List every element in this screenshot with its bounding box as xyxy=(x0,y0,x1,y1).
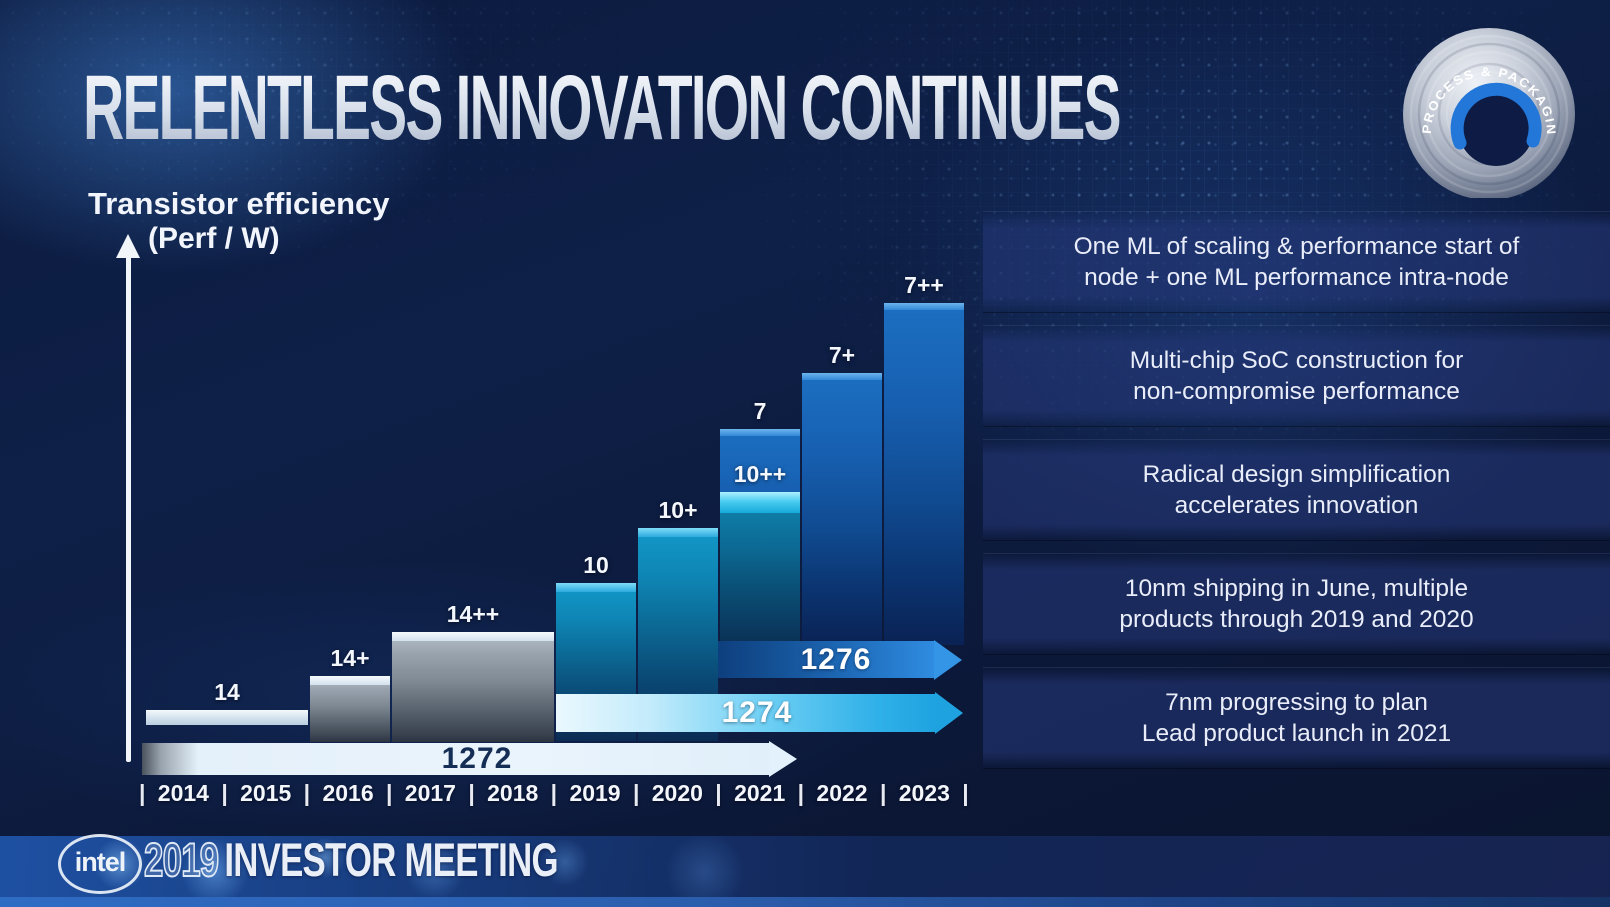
year-separator: | xyxy=(797,779,805,806)
panel-text-line: node + one ML performance intra-node xyxy=(1084,264,1509,291)
bar-label-10+: 10+ xyxy=(658,497,698,523)
year-separator: | xyxy=(632,779,640,806)
year-separator: | xyxy=(139,779,146,806)
year-separator: | xyxy=(879,779,887,806)
year-tick-2018: 2018 xyxy=(487,779,539,806)
chart-ylabel: (Perf / W) xyxy=(148,222,280,255)
bar-14++ xyxy=(392,632,554,742)
intel-logo: intel xyxy=(58,834,142,894)
callout-panel-design: Radical design simplification accelerate… xyxy=(983,440,1610,540)
intel-logo-text: intel xyxy=(74,846,127,877)
panel-text-line: accelerates innovation xyxy=(1174,492,1419,519)
bar-label-7+: 7+ xyxy=(828,342,856,368)
panel-text-line: 10nm shipping in June, multiple xyxy=(1124,574,1469,602)
year-separator: | xyxy=(385,779,393,806)
event-wordmark: 2019 INVESTOR MEETING xyxy=(143,833,703,886)
arrow-head xyxy=(935,692,963,734)
bar-label-10: 10 xyxy=(583,552,609,578)
arrow-label-1274: 1274 xyxy=(721,696,793,729)
callout-panel-soc: Multi-chip SoC construction for non-comp… xyxy=(983,326,1610,426)
callout-panel-scaling: One ML of scaling & performance start of… xyxy=(983,212,1610,312)
event-wordmark-inner: 2019 INVESTOR MEETING xyxy=(143,833,558,886)
callout-panel-10nm: 10nm shipping in June, multiple products… xyxy=(983,554,1610,654)
year-separator: | xyxy=(550,779,558,806)
year-tick-2023: 2023 xyxy=(898,779,950,806)
x-axis-years: | 2014 | 2015 | 2016 | 2017 | 2018 | 2019 | 2020 | 2021… xyxy=(139,778,969,808)
year-separator: | xyxy=(221,779,228,806)
panel-text-line: 7nm progressing to plan xyxy=(1165,688,1428,716)
year-separator: | xyxy=(303,779,311,806)
year-separator: | xyxy=(468,779,475,806)
process-packaging-badge: PROCESS & PACKAGING xyxy=(1396,12,1575,198)
year-tick-2021: 2021 xyxy=(734,779,786,806)
panel-text-line: non-compromise performance xyxy=(1133,378,1460,405)
bar-10++ xyxy=(720,492,800,645)
page-title: RELENTLESS INNOVATION CONTINUES xyxy=(83,62,1610,154)
year-tick-2015: 2015 xyxy=(240,779,292,806)
panel-text-line: Lead product launch in 2021 xyxy=(1141,720,1452,747)
chart-title: Transistor efficiency xyxy=(88,186,390,221)
bar-14 xyxy=(146,710,308,725)
y-axis-arrowhead xyxy=(116,234,140,258)
year-tick-2016: 2016 xyxy=(322,779,374,806)
panel-text-line: products through 2019 and 2020 xyxy=(1119,606,1474,633)
panel-text-line: Multi-chip SoC construction for xyxy=(1129,346,1464,374)
y-axis-line xyxy=(126,256,131,762)
bar-label-14++: 14++ xyxy=(446,601,500,627)
panel-text-line: Radical design simplification xyxy=(1142,460,1451,488)
bar-label-14+: 14+ xyxy=(330,645,370,671)
arrow-head xyxy=(769,741,797,777)
year-tick-2022: 2022 xyxy=(816,779,868,806)
arrow-label-1276: 1276 xyxy=(800,642,872,676)
year-tick-2019: 2019 xyxy=(569,779,621,806)
event-name: INVESTOR MEETING xyxy=(224,833,558,886)
bar-label-7: 7 xyxy=(753,398,767,424)
arrow-head xyxy=(934,639,962,680)
year-tick-2020: 2020 xyxy=(651,779,703,806)
bar-14+ xyxy=(310,676,390,742)
event-year: 2019 xyxy=(143,833,220,886)
bar-label-10++: 10++ xyxy=(733,461,787,487)
arrow-label-1272: 1272 xyxy=(441,742,513,775)
year-separator: | xyxy=(715,779,722,806)
panel-text-line: One ML of scaling & performance start of xyxy=(1073,232,1520,260)
year-tick-2017: 2017 xyxy=(404,779,456,806)
callout-panel-7nm: 7nm progressing to plan Lead product lau… xyxy=(983,668,1610,768)
page-title-text: RELENTLESS INNOVATION CONTINUES xyxy=(83,57,1122,159)
year-separator: | xyxy=(962,779,969,806)
bar-label-14: 14 xyxy=(214,679,240,705)
bar-7++ xyxy=(884,303,964,645)
bar-label-7++: 7++ xyxy=(904,272,944,298)
year-tick-2014: 2014 xyxy=(157,779,209,806)
bar-7+ xyxy=(802,373,882,645)
